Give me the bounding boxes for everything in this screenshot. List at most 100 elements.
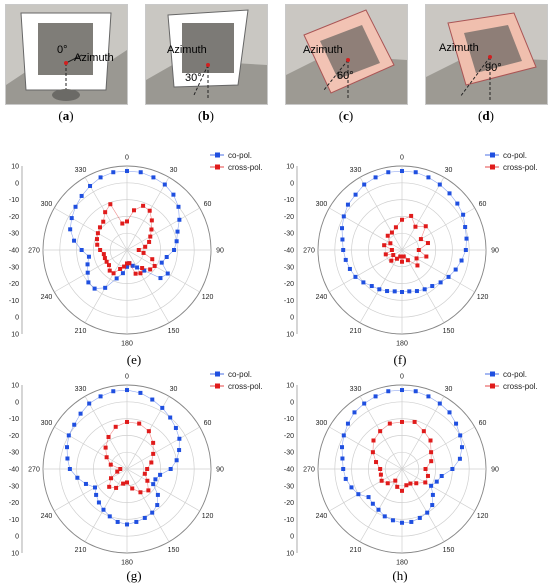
- radial-tick-label: -30: [284, 450, 294, 457]
- data-point-cross-pol: [414, 481, 419, 486]
- data-point-co-pol: [434, 479, 439, 484]
- data-point-co-pol: [370, 501, 375, 506]
- data-point-cross-pol: [385, 481, 390, 486]
- angle-tick-label: 0: [125, 374, 129, 381]
- radial-tick-label: -30: [284, 483, 294, 490]
- data-point-cross-pol: [106, 434, 111, 439]
- data-point-co-pol: [72, 238, 77, 243]
- legend-label: co-pol.: [228, 151, 252, 160]
- angle-tick-label: 300: [316, 201, 328, 208]
- data-point-cross-pol: [413, 224, 418, 229]
- caption-e: (e): [126, 352, 142, 367]
- data-point-cross-pol: [408, 481, 413, 486]
- data-point-co-pol: [356, 492, 361, 497]
- data-point-cross-pol: [388, 241, 393, 246]
- radial-tick-label: -30: [9, 483, 19, 490]
- data-point-cross-pol: [400, 488, 404, 493]
- data-point-cross-pol: [108, 462, 113, 467]
- legend-label: co-pol.: [228, 370, 252, 379]
- data-point-co-pol: [340, 456, 345, 461]
- caption-h: (h): [392, 568, 408, 583]
- data-point-co-pol: [361, 280, 366, 285]
- data-point-cross-pol: [401, 254, 406, 259]
- data-point-co-pol: [340, 226, 345, 231]
- data-point-cross-pol: [95, 237, 100, 242]
- data-point-co-pol: [78, 411, 83, 416]
- data-point-co-pol: [151, 482, 156, 487]
- data-point-co-pol: [79, 248, 84, 252]
- angle-tick-label: 120: [202, 294, 214, 301]
- data-point-co-pol: [430, 284, 435, 289]
- data-point-co-pol: [343, 476, 348, 481]
- data-point-co-pol: [459, 258, 464, 263]
- angle-tick-label: 330: [350, 386, 362, 393]
- legend-marker: [490, 383, 495, 389]
- radial-tick-label: 10: [11, 551, 19, 558]
- data-point-co-pol: [73, 204, 78, 209]
- data-point-cross-pol: [148, 267, 153, 272]
- data-point-co-pol: [79, 193, 84, 198]
- data-point-co-pol: [83, 481, 88, 486]
- data-point-cross-pol: [395, 484, 400, 489]
- data-point-cross-pol: [370, 450, 375, 455]
- data-point-co-pol: [151, 175, 156, 180]
- data-point-cross-pol: [108, 202, 113, 207]
- data-point-co-pol: [173, 425, 178, 430]
- data-point-cross-pol: [103, 210, 108, 215]
- data-point-co-pol: [376, 507, 381, 512]
- data-point-cross-pol: [429, 450, 434, 455]
- data-point-co-pol: [88, 183, 93, 188]
- radial-tick-label: 10: [11, 332, 19, 339]
- data-point-co-pol: [345, 421, 350, 426]
- radial-tick-label: -30: [284, 264, 294, 271]
- radial-tick-label: -30: [284, 231, 294, 238]
- photo-b: [145, 4, 268, 105]
- data-point-cross-pol: [379, 478, 384, 483]
- radial-tick-label: 0: [15, 180, 19, 187]
- data-point-co-pol: [377, 287, 382, 292]
- data-point-co-pol: [98, 175, 103, 180]
- radial-tick-label: 0: [290, 180, 294, 187]
- angle-tick-label: 330: [75, 386, 87, 393]
- angle-tick-label: 240: [316, 294, 328, 301]
- data-point-cross-pol: [149, 460, 154, 465]
- legend-marker: [490, 152, 495, 158]
- data-point-cross-pol: [385, 233, 390, 238]
- legend-marker: [490, 164, 495, 170]
- data-point-co-pol: [382, 514, 387, 519]
- data-point-co-pol: [341, 214, 346, 219]
- data-point-co-pol: [392, 289, 397, 294]
- data-point-co-pol: [362, 401, 367, 406]
- data-point-co-pol: [177, 448, 182, 453]
- caption-f: (f): [393, 352, 407, 367]
- polar-chart-h: 0 30 60 90 120 150 180 210 240 270 300 330 10 0 -10 -20…: [275, 364, 550, 574]
- data-point-co-pol: [66, 433, 71, 438]
- data-point-co-pol: [369, 284, 374, 289]
- angle-tick-label: 210: [350, 547, 362, 554]
- radial-tick-label: -20: [9, 500, 19, 507]
- data-point-co-pol: [168, 467, 173, 471]
- data-point-co-pol: [125, 522, 129, 527]
- data-point-cross-pol: [140, 266, 145, 271]
- radial-tick-label: -20: [284, 500, 294, 507]
- data-point-cross-pol: [133, 271, 138, 276]
- data-point-co-pol: [340, 445, 345, 450]
- data-point-co-pol: [111, 389, 116, 394]
- grid-spoke: [54, 426, 128, 470]
- data-point-cross-pol: [106, 263, 111, 268]
- radial-tick-label: -10: [284, 416, 294, 423]
- data-point-co-pol: [341, 433, 346, 438]
- data-point-co-pol: [115, 519, 120, 524]
- radial-tick-label: -20: [284, 433, 294, 440]
- radial-tick-label: 10: [286, 551, 294, 558]
- grid-spoke: [126, 249, 170, 323]
- data-point-co-pol: [107, 514, 112, 519]
- data-point-cross-pol: [428, 438, 433, 443]
- radial-tick-label: 10: [286, 383, 294, 390]
- data-point-co-pol: [426, 175, 431, 180]
- data-point-co-pol: [430, 492, 435, 497]
- data-point-co-pol: [86, 280, 91, 285]
- data-point-cross-pol: [127, 261, 132, 266]
- data-point-co-pol: [164, 255, 169, 260]
- data-point-co-pol: [400, 290, 404, 294]
